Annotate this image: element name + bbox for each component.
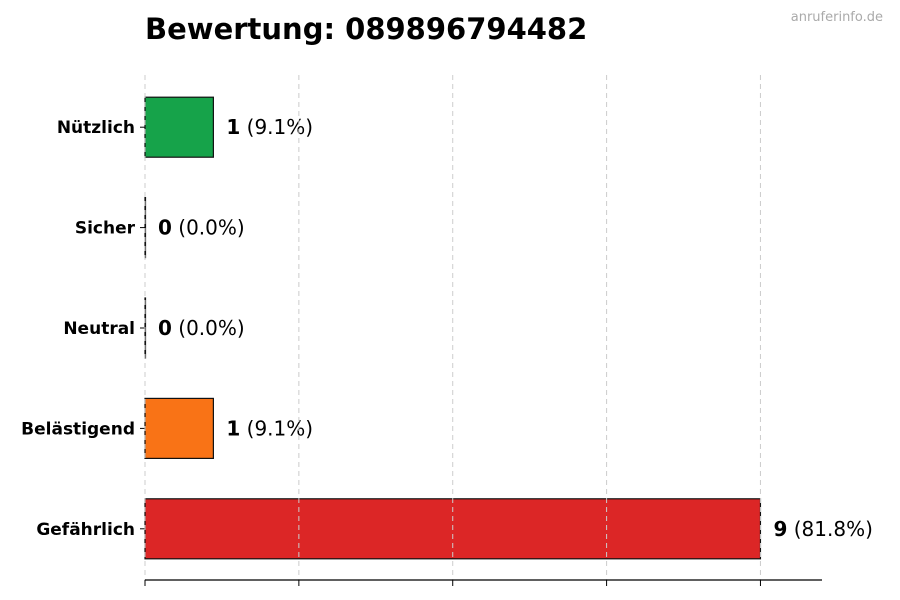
- value-label-0: 1 (9.1%): [226, 115, 313, 139]
- value-label-1: 0 (0.0%): [158, 216, 245, 240]
- category-label-0: Nützlich: [57, 118, 135, 138]
- value-label-3: 1 (9.1%): [226, 416, 313, 440]
- value-label-2: 0 (0.0%): [158, 316, 245, 340]
- category-label-4: Gefährlich: [36, 520, 135, 540]
- category-label-3: Belästigend: [21, 419, 135, 439]
- category-label-2: Neutral: [63, 319, 135, 339]
- value-label-4: 9 (81.8%): [773, 517, 872, 541]
- bar-0: [144, 96, 214, 158]
- category-label-1: Sicher: [75, 219, 136, 239]
- bar-3: [144, 397, 214, 459]
- chart-title: Bewertung: 089896794482: [145, 12, 588, 46]
- watermark: anruferinfo.de: [790, 10, 883, 25]
